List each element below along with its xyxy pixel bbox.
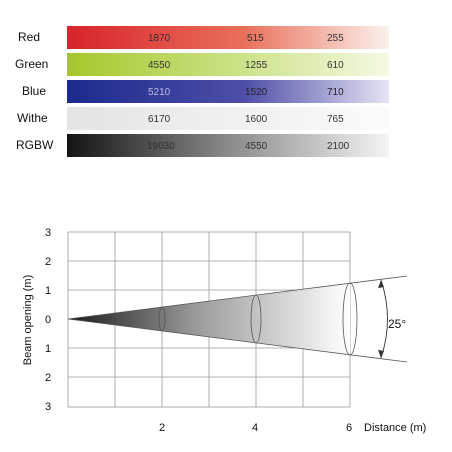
cell-value: 2100 (327, 141, 350, 152)
x-tick-label: 4 (252, 422, 258, 434)
color-bar-rgbw (67, 134, 389, 157)
cell-value: 1520 (245, 87, 268, 98)
x-tick-label: 2 (159, 422, 165, 434)
y-tick-label: 2 (45, 256, 51, 268)
cell-value: 1600 (245, 114, 268, 125)
row-label: Red (18, 30, 40, 44)
beam-section-6m (342, 282, 358, 356)
y-axis-ticks: 3 2 1 0 1 2 3 (45, 227, 51, 413)
illuminance-table: Red 1870 515 255 Green 4550 1255 610 Blu… (15, 26, 389, 157)
cell-value: 5210 (148, 87, 171, 98)
cell-value: 1870 (148, 33, 171, 44)
cell-value: 6170 (148, 114, 171, 125)
color-bar-white (67, 107, 389, 130)
x-axis-ticks: 2 4 6 (159, 422, 352, 434)
color-bar-red (67, 26, 389, 49)
table-row-green: Green 4550 1255 610 (15, 53, 389, 76)
cell-value: 610 (327, 60, 344, 71)
arrow-head-top (378, 280, 384, 288)
cell-value: 255 (327, 33, 344, 44)
color-bar-blue (67, 80, 389, 103)
row-label: Blue (22, 84, 46, 98)
x-axis-title: Distance (m) (364, 422, 426, 434)
cell-value: 4550 (245, 141, 268, 152)
y-tick-label: 1 (45, 285, 51, 297)
beam-diagram: 25° 3 2 1 0 1 2 3 2 4 6 Beam opening (m)… (22, 227, 426, 434)
table-row-red: Red 1870 515 255 (18, 26, 389, 49)
y-tick-label: 3 (45, 227, 51, 239)
beam-angle-label: 25° (388, 317, 406, 331)
table-row-blue: Blue 5210 1520 710 (22, 80, 389, 103)
row-label: Withe (17, 111, 48, 125)
beam-cone (68, 283, 350, 355)
cell-value: 19030 (147, 141, 175, 152)
cell-value: 1255 (245, 60, 268, 71)
y-tick-label: 3 (45, 401, 51, 413)
y-tick-label: 2 (45, 372, 51, 384)
table-row-rgbw: RGBW 19030 4550 2100 (16, 134, 389, 157)
y-tick-label: 1 (45, 343, 51, 355)
cell-value: 4550 (148, 60, 171, 71)
cell-value: 515 (247, 33, 264, 44)
row-label: RGBW (16, 138, 54, 152)
color-bar-green (67, 53, 389, 76)
x-tick-label: 6 (346, 422, 352, 434)
beam-section-2m (158, 306, 166, 332)
arrow-head-bottom (378, 350, 384, 358)
table-row-white: Withe 6170 1600 765 (17, 107, 389, 130)
row-label: Green (15, 57, 48, 71)
beam-angle-arc (380, 279, 388, 359)
y-tick-label: 0 (45, 314, 51, 326)
cell-value: 710 (327, 87, 344, 98)
beam-section-4m (250, 294, 262, 344)
y-axis-title: Beam opening (m) (22, 275, 34, 366)
cell-value: 765 (327, 114, 344, 125)
